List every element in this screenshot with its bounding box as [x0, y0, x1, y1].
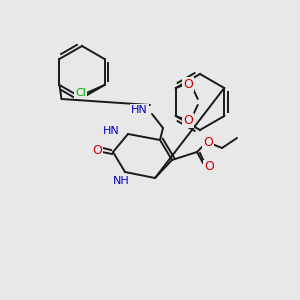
Text: HN: HN [103, 126, 120, 136]
Text: O: O [183, 77, 193, 91]
Text: Cl: Cl [75, 88, 86, 98]
Text: HN: HN [131, 105, 148, 115]
Text: NH: NH [112, 176, 129, 186]
Text: O: O [203, 136, 213, 148]
Text: O: O [92, 143, 102, 157]
Text: O: O [183, 113, 193, 127]
Text: O: O [204, 160, 214, 173]
